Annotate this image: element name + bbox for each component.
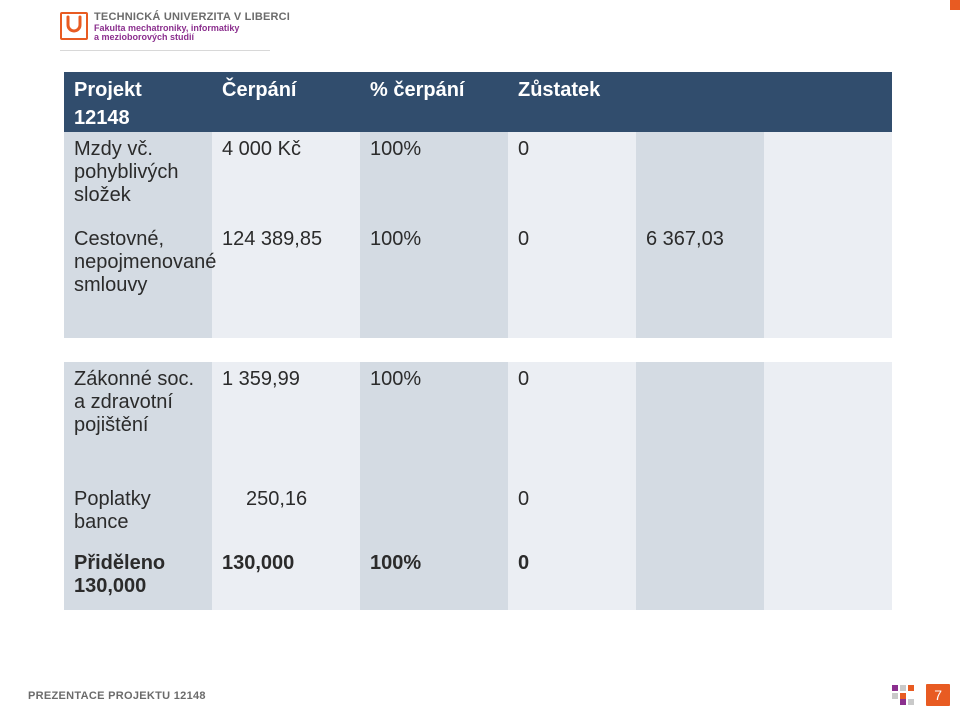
table-cell: Zákonné soc. a zdravotní pojištění [64, 362, 212, 482]
table-cell: 250,16 [212, 482, 360, 546]
th-blank-2 [764, 72, 892, 132]
table-cell [764, 546, 892, 610]
table-cell: Poplatky bance [64, 482, 212, 546]
table-header-row: Projekt 12148 Čerpání % čerpání Zůstatek [64, 72, 892, 132]
table-cell: Mzdy vč. pohyblivých složek [64, 132, 212, 222]
decorative-square [900, 699, 906, 705]
table-cell: 100% [360, 546, 508, 610]
table-row: Zákonné soc. a zdravotní pojištění1 359,… [64, 362, 892, 482]
table-cell [636, 482, 764, 546]
table-cell: 1 359,99 [212, 362, 360, 482]
table-cell [764, 362, 892, 482]
table-cell [636, 546, 764, 610]
budget-table-1: Projekt 12148 Čerpání % čerpání Zůstatek… [64, 72, 892, 338]
budget-table-2: Zákonné soc. a zdravotní pojištění1 359,… [64, 362, 892, 610]
table-cell: Cestovné, nepojmenované smlouvy [64, 222, 212, 338]
header-logo: TECHNICKÁ UNIVERZITA V LIBERCI Fakulta m… [60, 12, 290, 42]
table-cell: 100% [360, 222, 508, 338]
footer-text: PREZENTACE PROJEKTU 12148 [28, 690, 206, 702]
table-cell: 4 000 Kč [212, 132, 360, 222]
main-content: Projekt 12148 Čerpání % čerpání Zůstatek… [64, 72, 892, 610]
table-row: Mzdy vč. pohyblivých složek4 000 Kč100%0 [64, 132, 892, 222]
table-row: Přiděleno 130,000130,000100%0 [64, 546, 892, 610]
decorative-square [892, 693, 898, 699]
table-cell [360, 482, 508, 546]
logo-mark [60, 12, 88, 40]
table-cell [636, 362, 764, 482]
page-number: 7 [926, 684, 950, 706]
th-project: Projekt 12148 [64, 72, 212, 132]
th-zustatek: Zůstatek [508, 72, 636, 132]
table-cell: 0 [508, 482, 636, 546]
th-blank-1 [636, 72, 764, 132]
decorative-square [908, 685, 914, 691]
table-cell [764, 482, 892, 546]
logo-title: TECHNICKÁ UNIVERZITA V LIBERCI [94, 12, 290, 24]
th-pct: % čerpání [360, 72, 508, 132]
table-cell [764, 132, 892, 222]
corner-accent-square [950, 0, 960, 10]
table-cell: Přiděleno 130,000 [64, 546, 212, 610]
table-row: Poplatky bance250,16 0 [64, 482, 892, 546]
th-cerpani: Čerpání [212, 72, 360, 132]
table-cell: 130,000 [212, 546, 360, 610]
table-cell [764, 222, 892, 338]
table-cell: 0 [508, 132, 636, 222]
table-cell: 0 [508, 362, 636, 482]
table-cell: 100% [360, 362, 508, 482]
decorative-square [900, 685, 906, 691]
table-cell: 6 367,03 [636, 222, 764, 338]
decorative-square [892, 685, 898, 691]
table-cell: 0 [508, 222, 636, 338]
table-cell: 100% [360, 132, 508, 222]
header-divider [60, 50, 270, 51]
decorative-squares-icon [892, 685, 920, 705]
logo-subtitle-2: a mezioborových studií [94, 33, 290, 42]
table-row: Cestovné, nepojmenované smlouvy124 389,8… [64, 222, 892, 338]
page-corner: 7 [892, 684, 950, 706]
table-cell: 124 389,85 [212, 222, 360, 338]
table-cell: 0 [508, 546, 636, 610]
decorative-square [908, 699, 914, 705]
table-cell [636, 132, 764, 222]
